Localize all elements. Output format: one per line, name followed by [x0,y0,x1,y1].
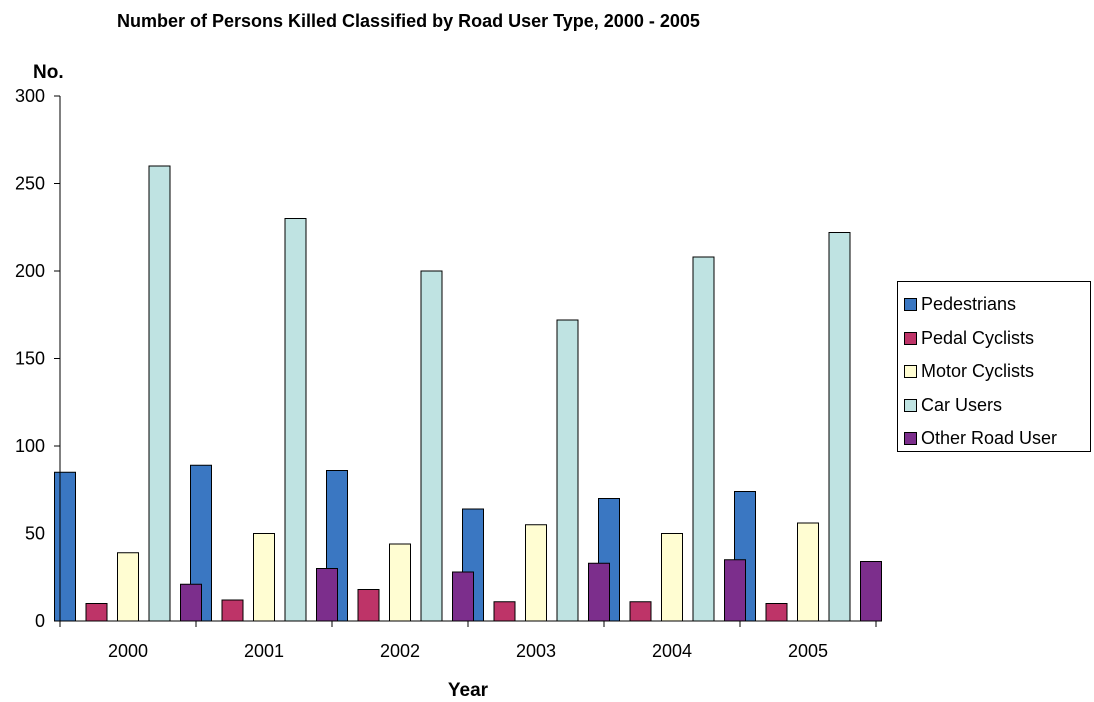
bar-car-users-2002 [420,270,443,622]
bar-other-road-user-2005 [860,561,882,622]
bar-pedal-cyclists-2001 [221,599,244,622]
x-axis-ticks: 2000 2001 2002 2003 2004 2005 [59,621,877,661]
bar-car-users-2003 [556,319,579,622]
bar-pedal-cyclists-2005 [765,603,788,622]
y-tick-label: 150 [15,349,45,369]
legend-label: Pedestrians [921,294,1017,315]
bar-pedal-cyclists-2000 [85,603,108,622]
legend-swatch-pedestrians [904,298,917,312]
bar-motor-cyclists-2002 [389,543,411,622]
x-tick-label: 2002 [380,641,420,661]
legend-swatch-other-road-user [904,432,917,446]
legend-swatch-motor-cyclists [904,365,917,379]
y-tick-label: 50 [25,524,45,544]
legend-item-car-users: Car Users [904,389,1090,423]
bar-pedal-cyclists-2004 [629,601,652,622]
legend-item-pedestrians: Pedestrians [904,288,1090,322]
bar-pedestrians-2000 [54,471,76,622]
y-axis-label: No. [33,62,64,83]
legend-swatch-car-users [904,398,917,412]
bar-other-road-user-2002 [452,571,474,622]
legend-label: Other Road User [921,428,1058,449]
bars [54,165,882,622]
bar-other-road-user-2001 [316,568,338,622]
bar-other-road-user-2003 [588,562,610,622]
y-tick-label: 100 [15,436,45,456]
bar-other-road-user-2004 [724,559,746,622]
x-tick-label: 2001 [244,641,284,661]
y-tick-label: 200 [15,261,45,281]
bar-pedal-cyclists-2003 [493,601,516,622]
y-tick-label: 0 [35,611,45,631]
chart-title: Number of Persons Killed Classified by R… [117,11,700,31]
x-tick-label: 2003 [516,641,556,661]
bar-motor-cyclists-2003 [525,524,547,622]
x-tick-label: 2005 [788,641,828,661]
bar-motor-cyclists-2004 [661,533,683,622]
legend-label: Motor Cyclists [921,361,1035,382]
bar-other-road-user-2000 [180,583,202,622]
bar-pedal-cyclists-2002 [357,589,380,622]
bar-car-users-2005 [828,232,851,622]
bar-motor-cyclists-2001 [253,533,275,622]
x-tick-label: 2000 [108,641,148,661]
legend-label: Pedal Cyclists [921,327,1035,348]
y-tick-label: 250 [15,174,45,194]
x-axis-label: Year [448,680,489,701]
bar-car-users-2000 [148,165,171,622]
legend-item-other-road-user: Other Road User [904,422,1090,456]
x-tick-label: 2004 [652,641,692,661]
legend-item-pedal-cyclists: Pedal Cyclists [904,322,1090,356]
y-axis-ticks: 0 50 100 150 200 250 300 [15,86,60,631]
bar-car-users-2004 [692,256,715,622]
bar-motor-cyclists-2000 [117,552,139,622]
legend-item-motor-cyclists: Motor Cyclists [904,355,1090,389]
legend-swatch-pedal-cyclists [904,331,917,345]
bar-motor-cyclists-2005 [797,522,819,622]
bar-car-users-2001 [284,218,307,622]
y-tick-label: 300 [15,86,45,106]
legend-label: Car Users [921,394,1003,415]
legend: Pedestrians Pedal Cyclists Motor Cyclist… [897,281,1091,452]
